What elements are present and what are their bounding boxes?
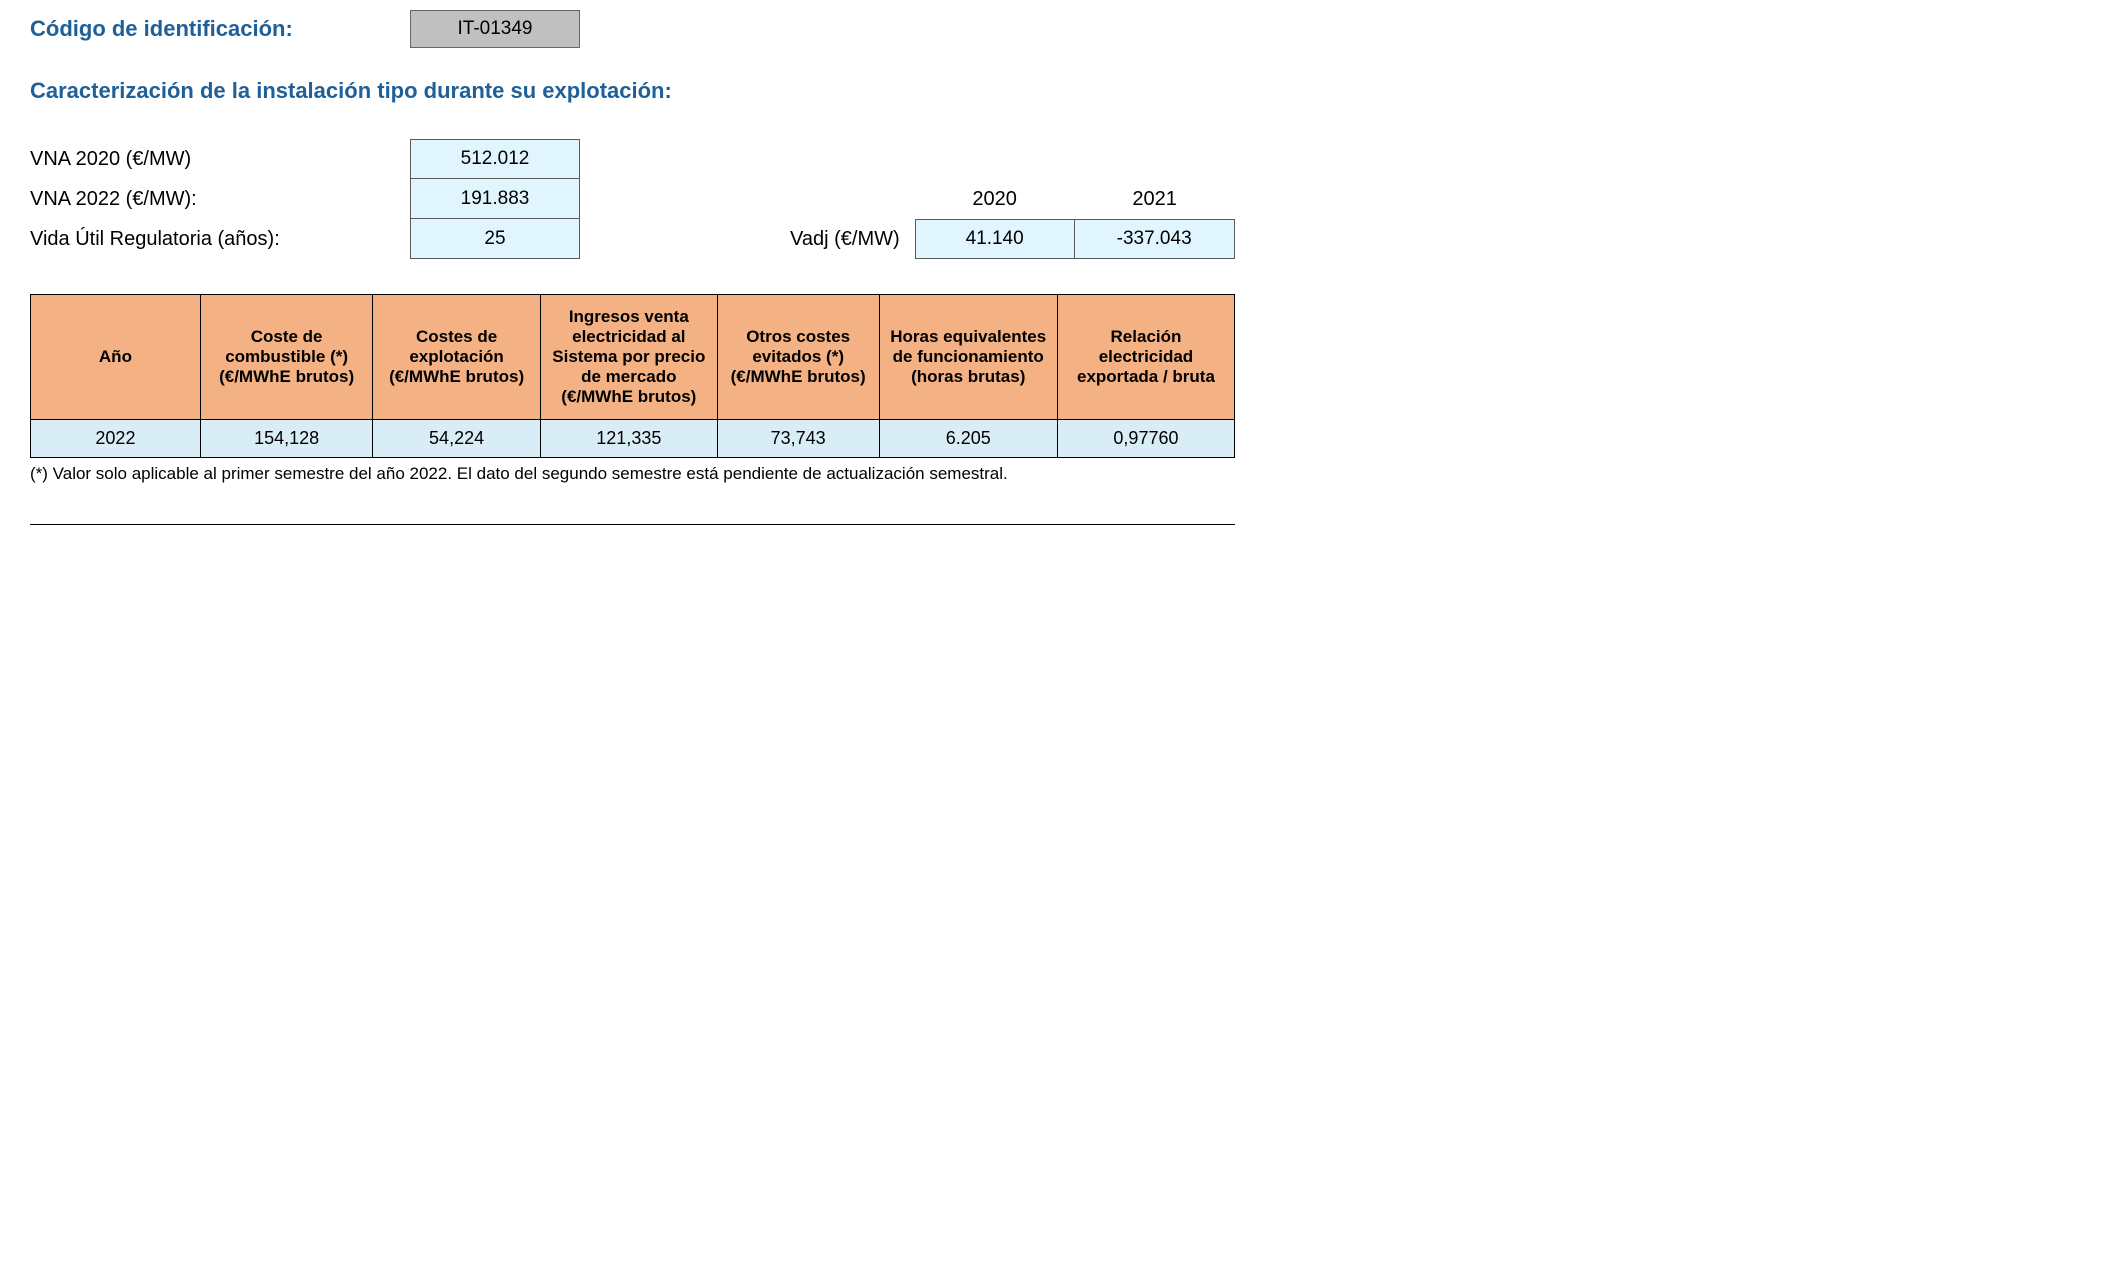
vida-value: 25	[410, 219, 580, 259]
vida-label: Vida Útil Regulatoria (años):	[30, 228, 410, 251]
data-table: Año Coste de combustible (*) (€/MWhE bru…	[30, 294, 1235, 458]
vna2020-value: 512.012	[410, 139, 580, 179]
th-op-cost: Costes de explotación (€/MWhE brutos)	[373, 295, 540, 420]
divider	[30, 524, 1235, 525]
th-year: Año	[31, 295, 201, 420]
vadj-col-2021: 2021 -337.043	[1075, 188, 1235, 259]
th-hours: Horas equivalentes de funcionamiento (ho…	[879, 295, 1057, 420]
td-hours: 6.205	[879, 420, 1057, 458]
footnote: (*) Valor solo aplicable al primer semes…	[30, 464, 2096, 484]
vadj-value-2021: -337.043	[1075, 219, 1235, 259]
vadj-area: Vadj (€/MW) 2020 41.140 2021 -337.043	[790, 188, 1235, 259]
td-other-costs: 73,743	[717, 420, 879, 458]
td-op-cost: 54,224	[373, 420, 540, 458]
vadj-col-2020: 2020 41.140	[915, 188, 1075, 259]
td-fuel-cost: 154,128	[200, 420, 372, 458]
vadj-value-2020: 41.140	[915, 219, 1075, 259]
td-income: 121,335	[540, 420, 717, 458]
vadj-year-2020: 2020	[972, 188, 1017, 211]
td-year: 2022	[31, 420, 201, 458]
th-ratio: Relación electricidad exportada / bruta	[1057, 295, 1234, 420]
vna2022-value: 191.883	[410, 179, 580, 219]
td-ratio: 0,97760	[1057, 420, 1234, 458]
header-row: Código de identificación: IT-01349	[30, 10, 2096, 48]
params-block: VNA 2020 (€/MW) 512.012 VNA 2022 (€/MW):…	[30, 139, 2096, 259]
vadj-year-2021: 2021	[1132, 188, 1177, 211]
params-left-group: VNA 2020 (€/MW) 512.012 VNA 2022 (€/MW):…	[30, 139, 580, 259]
subtitle: Caracterización de la instalación tipo d…	[30, 78, 2096, 104]
vna2020-label: VNA 2020 (€/MW)	[30, 148, 410, 171]
id-label: Código de identificación:	[30, 16, 410, 42]
vadj-label: Vadj (€/MW)	[790, 228, 900, 251]
th-other-costs: Otros costes evitados (*) (€/MWhE brutos…	[717, 295, 879, 420]
table-header-row: Año Coste de combustible (*) (€/MWhE bru…	[31, 295, 1235, 420]
th-fuel-cost: Coste de combustible (*) (€/MWhE brutos)	[200, 295, 372, 420]
th-income: Ingresos venta electricidad al Sistema p…	[540, 295, 717, 420]
vna2022-label: VNA 2022 (€/MW):	[30, 188, 410, 211]
table-row: 2022 154,128 54,224 121,335 73,743 6.205…	[31, 420, 1235, 458]
id-code-box: IT-01349	[410, 10, 580, 48]
